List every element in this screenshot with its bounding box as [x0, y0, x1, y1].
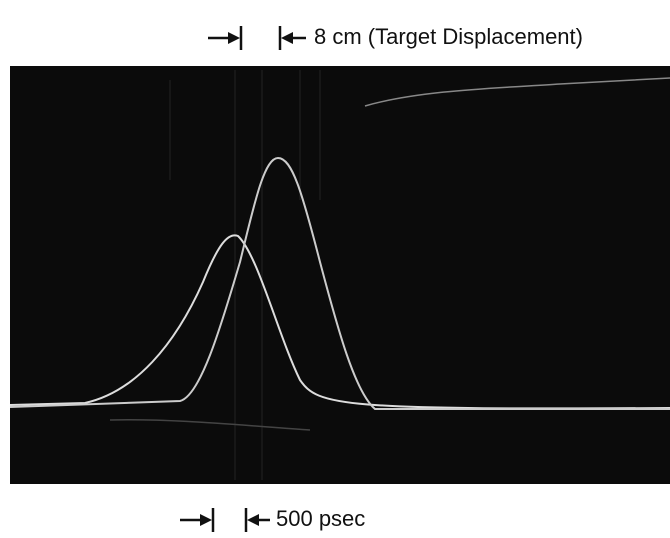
graticule: [169, 70, 321, 480]
top-marker: [208, 26, 306, 50]
bottom-marker: [180, 508, 270, 532]
lower-trace: [109, 418, 311, 431]
oscilloscope-screen: [10, 66, 670, 484]
upper-trace: [364, 77, 670, 107]
top-annotation: 8 cm (Target Displacement): [314, 24, 583, 49]
pulse-trace-2: [9, 156, 670, 410]
bottom-annotation: 500 psec: [276, 506, 365, 531]
